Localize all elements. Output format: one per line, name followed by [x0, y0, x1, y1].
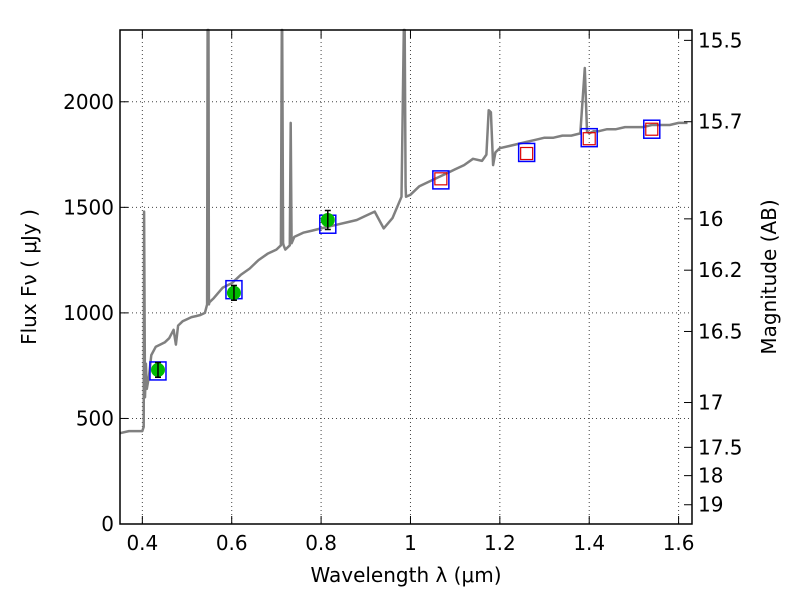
- y-tick-label: 0: [101, 512, 114, 536]
- red-square-marker: [434, 172, 448, 186]
- blue-square-marker: [580, 127, 598, 148]
- blue-square-marker: [432, 170, 450, 190]
- red-square-marker: [520, 146, 534, 161]
- x-tick-labels: 0.4 0.6 0.8 1 1.2 1.4 1.6: [126, 531, 694, 555]
- y2-tick-label: 15.5: [698, 28, 743, 52]
- y-tick-label: 1500: [63, 195, 114, 219]
- y2-tick-labels: 15.5 15.7 16 16.2 16.5 17 17.5 18 19: [698, 28, 743, 516]
- blue-square-marker: [643, 119, 661, 139]
- x-tick-label: 1: [404, 531, 417, 555]
- red-square-marker: [582, 132, 596, 146]
- x-tick-label: 1.4: [573, 531, 605, 555]
- y2-tick-label: 16: [698, 207, 723, 231]
- y2-axis-label: Magnitude (AB): [757, 199, 781, 354]
- x-tick-label: 1.6: [663, 531, 695, 555]
- y2-tick-label: 16.5: [698, 319, 743, 343]
- y-tick-label: 2000: [63, 90, 114, 114]
- y2-tick-label: 19: [698, 493, 723, 517]
- x-tick-label: 0.4: [126, 531, 158, 555]
- x-tick-label: 0.8: [305, 531, 337, 555]
- red-square-marker: [645, 122, 659, 136]
- blue-square-marker: [517, 142, 536, 163]
- y-tick-label: 1000: [63, 301, 114, 325]
- x-tick-label: 1.2: [484, 531, 516, 555]
- y-tick-labels: 0 500 1000 1500 2000: [63, 90, 114, 536]
- y-axis-label: Flux Fν ( μJy ): [17, 209, 41, 345]
- x-tick-label: 0.6: [216, 531, 248, 555]
- plot-frame: [119, 29, 693, 525]
- x-axis-label: Wavelength λ (μm): [310, 563, 501, 587]
- y2-tick-label: 15.7: [698, 110, 743, 134]
- tick-marks: [120, 30, 692, 525]
- y2-tick-label: 16.2: [698, 258, 743, 282]
- y2-tick-label: 17.5: [698, 435, 743, 459]
- data-points: [149, 119, 661, 381]
- y2-tick-label: 17: [698, 391, 723, 415]
- y-tick-label: 500: [76, 406, 114, 430]
- y2-tick-label: 18: [698, 464, 723, 488]
